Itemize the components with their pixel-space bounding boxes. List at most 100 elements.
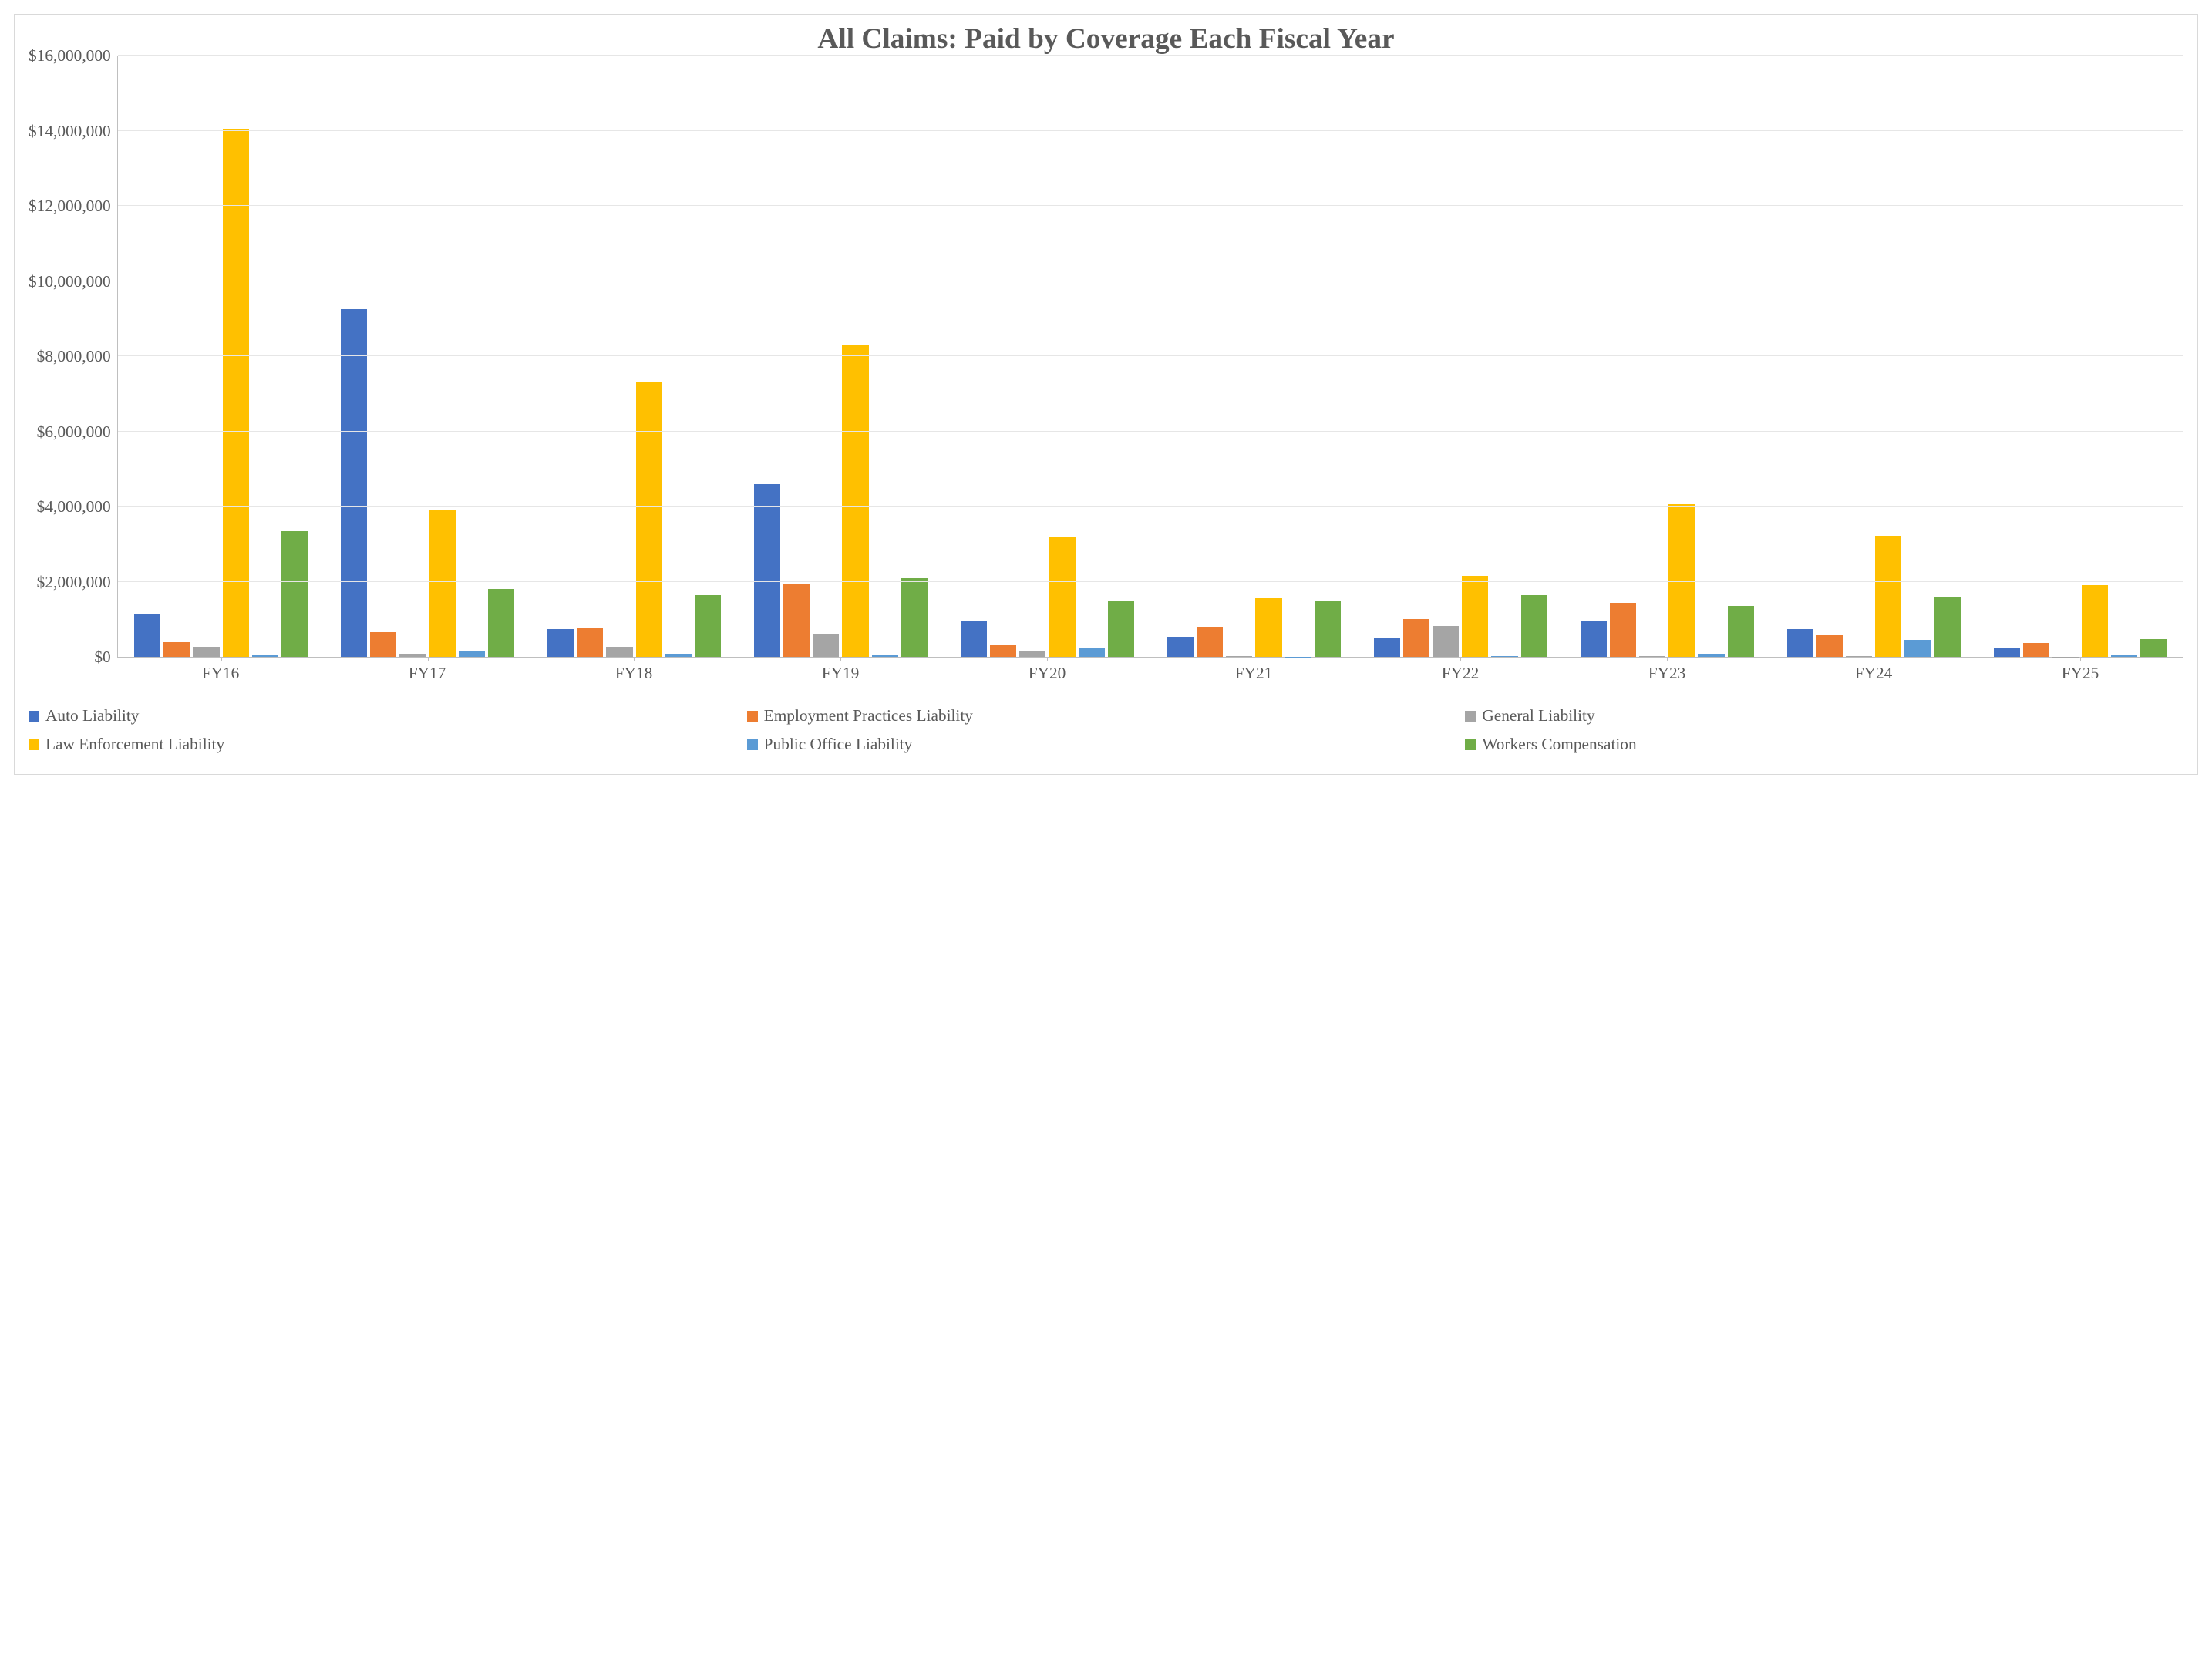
bar: [163, 642, 190, 658]
gridline: [118, 55, 2183, 56]
bar-cluster: [1994, 56, 2167, 657]
legend-item: Law Enforcement Liability: [29, 730, 747, 759]
bar: [1433, 626, 1459, 657]
legend-item: Auto Liability: [29, 702, 747, 730]
bar: [842, 345, 868, 657]
gridline: [118, 355, 2183, 356]
plot-area: [117, 56, 2183, 658]
bar: [1816, 635, 1843, 657]
gridline: [118, 130, 2183, 131]
category-group: [944, 56, 1150, 657]
bar: [2082, 585, 2108, 657]
bar: [872, 655, 898, 657]
bar: [1521, 595, 1547, 657]
bar: [1846, 656, 1872, 657]
legend-column: General Liability Workers Compensation: [1465, 702, 2183, 759]
legend-item: Employment Practices Liability: [747, 702, 1466, 730]
bar: [547, 629, 574, 657]
bar: [223, 129, 249, 657]
x-tick: [1460, 657, 1461, 661]
x-tick: [1667, 657, 1668, 661]
gridline: [118, 581, 2183, 582]
bar: [901, 578, 928, 657]
bar: [429, 510, 456, 657]
bar-cluster: [341, 56, 514, 657]
legend-item: General Liability: [1465, 702, 2183, 730]
bar: [2111, 655, 2137, 657]
bar: [1787, 629, 1813, 657]
bar: [813, 634, 839, 657]
legend-swatch: [747, 711, 758, 722]
legend-label: General Liability: [1482, 706, 1594, 725]
legend-column: Employment Practices LiabilityPublic Off…: [747, 702, 1466, 759]
y-axis-spacer: [29, 658, 117, 683]
bar: [783, 584, 810, 657]
bar: [1698, 654, 1724, 657]
chart-title: All Claims: Paid by Coverage Each Fiscal…: [29, 22, 2183, 56]
gridline: [118, 431, 2183, 432]
bar: [754, 484, 780, 657]
bar: [1904, 640, 1931, 657]
bar: [341, 309, 367, 657]
category-group: [118, 56, 325, 657]
bar: [252, 655, 278, 657]
bar: [134, 614, 160, 657]
category-group: [1150, 56, 1357, 657]
category-group: [531, 56, 738, 657]
bar-cluster: [1374, 56, 1547, 657]
bar: [459, 651, 485, 657]
chart-container: All Claims: Paid by Coverage Each Fiscal…: [0, 0, 2212, 789]
x-tick: [840, 657, 841, 661]
category-group: [1357, 56, 1564, 657]
bar-cluster: [1167, 56, 1341, 657]
legend-label: Employment Practices Liability: [764, 706, 973, 725]
bar: [399, 654, 426, 657]
legend: Auto LiabilityLaw Enforcement LiabilityE…: [29, 702, 2183, 759]
category-group: [1770, 56, 1977, 657]
bar: [990, 645, 1016, 657]
y-axis: $16,000,000$14,000,000$12,000,000$10,000…: [29, 56, 117, 657]
bar: [1108, 601, 1134, 657]
bar: [1167, 637, 1194, 657]
bar: [695, 595, 721, 657]
bar: [1491, 656, 1517, 657]
bar: [1315, 601, 1341, 657]
legend-label: Auto Liability: [45, 706, 139, 725]
bar: [1610, 603, 1636, 657]
bar: [193, 647, 219, 657]
bar: [1374, 638, 1400, 657]
category-group: [1564, 56, 1770, 657]
bar-cluster: [754, 56, 928, 657]
bar: [1581, 621, 1607, 657]
bar: [370, 632, 396, 657]
bar: [1079, 648, 1105, 657]
category-group: [737, 56, 944, 657]
bar: [1994, 648, 2020, 657]
x-axis-row: FY16FY17FY18FY19FY20FY21FY22FY23FY24FY25: [29, 658, 2183, 683]
category-group: [325, 56, 531, 657]
legend-swatch: [747, 739, 758, 750]
bar: [961, 621, 987, 657]
bar: [1403, 619, 1429, 657]
legend-swatch: [29, 739, 39, 750]
bar: [577, 628, 603, 657]
legend-swatch: [1465, 739, 1476, 750]
plot-wrap: $16,000,000$14,000,000$12,000,000$10,000…: [29, 56, 2183, 658]
bar-cluster: [961, 56, 1134, 657]
bar: [2140, 639, 2167, 657]
bar: [1462, 576, 1488, 657]
bar: [1728, 606, 1754, 657]
bar: [1639, 656, 1665, 657]
legend-swatch: [1465, 711, 1476, 722]
legend-item: Workers Compensation: [1465, 730, 2183, 759]
bar: [636, 382, 662, 657]
x-tick: [221, 657, 222, 661]
gridline: [118, 506, 2183, 507]
x-tick: [634, 657, 635, 661]
bar-cluster: [547, 56, 721, 657]
bar-cluster: [134, 56, 308, 657]
legend-column: Auto Liability Law Enforcement Liability: [29, 702, 747, 759]
category-group: [1977, 56, 2183, 657]
bar: [1049, 537, 1075, 657]
gridline: [118, 205, 2183, 206]
